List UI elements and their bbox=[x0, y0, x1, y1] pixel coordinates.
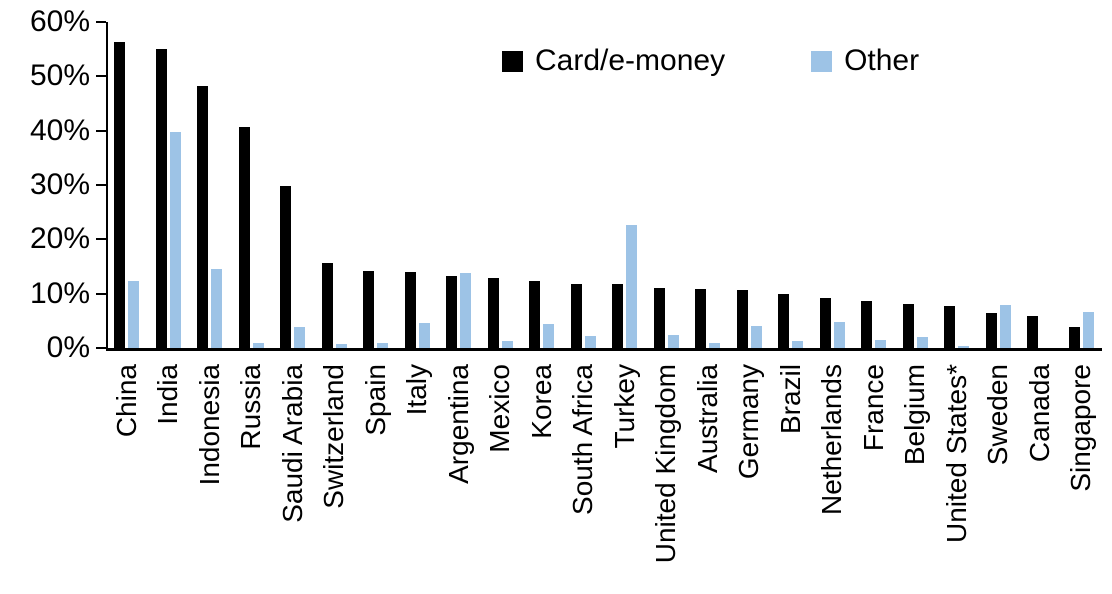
y-axis-tick bbox=[96, 293, 106, 295]
bar-card-e-money-united-kingdom bbox=[654, 288, 665, 348]
bar-card-e-money-france bbox=[861, 301, 872, 348]
bar-other-united-kingdom bbox=[668, 335, 679, 348]
bar-other-brazil bbox=[792, 341, 803, 348]
x-category-label-singapore: Singapore bbox=[1065, 364, 1096, 492]
x-category-label-saudi-arabia: Saudi Arabia bbox=[277, 364, 308, 523]
bar-other-argentina bbox=[460, 273, 471, 348]
y-axis-tick bbox=[96, 21, 106, 23]
x-category-label-mexico: Mexico bbox=[484, 364, 515, 453]
y-axis-tick-label: 40% bbox=[29, 114, 90, 147]
bar-other-italy bbox=[419, 323, 430, 348]
x-category-label-south-africa: South Africa bbox=[567, 364, 598, 515]
bar-card-e-money-switzerland bbox=[322, 263, 333, 348]
bar-card-e-money-australia bbox=[695, 289, 706, 348]
y-axis-tick bbox=[96, 184, 106, 186]
x-category-label-canada: Canada bbox=[1024, 364, 1055, 463]
bar-other-india bbox=[170, 132, 181, 348]
bar-card-e-money-saudi-arabia bbox=[280, 186, 291, 348]
bar-card-e-money-sweden bbox=[986, 313, 997, 348]
x-category-label-switzerland: Switzerland bbox=[318, 364, 349, 509]
bar-other-mexico bbox=[502, 341, 513, 348]
y-axis-tick bbox=[96, 347, 106, 349]
x-category-label-china: China bbox=[111, 364, 142, 438]
bar-other-saudi-arabia bbox=[294, 327, 305, 348]
legend-label-other: Other bbox=[844, 44, 920, 77]
bar-other-russia bbox=[253, 343, 264, 348]
legend-label-card-e-money: Card/e-money bbox=[535, 44, 726, 77]
bar-other-sweden bbox=[1000, 305, 1011, 348]
x-category-label-spain: Spain bbox=[360, 364, 391, 436]
bar-card-e-money-netherlands bbox=[820, 298, 831, 348]
x-category-label-brazil: Brazil bbox=[775, 364, 806, 435]
bar-card-e-money-germany bbox=[737, 290, 748, 348]
y-axis-tick bbox=[96, 75, 106, 77]
bar-card-e-money-india bbox=[156, 49, 167, 348]
bar-card-e-money-indonesia bbox=[197, 86, 208, 348]
bar-card-e-money-china bbox=[114, 42, 125, 348]
y-axis-tick bbox=[96, 238, 106, 240]
bar-other-france bbox=[875, 340, 886, 348]
x-category-label-indonesia: Indonesia bbox=[194, 364, 225, 486]
bar-other-germany bbox=[751, 326, 762, 348]
bar-card-e-money-turkey bbox=[612, 284, 623, 348]
bar-other-united-states bbox=[958, 346, 969, 348]
bar-other-switzerland bbox=[336, 344, 347, 348]
bar-other-singapore bbox=[1083, 312, 1094, 348]
x-category-label-turkey: Turkey bbox=[609, 364, 640, 449]
x-category-label-france: France bbox=[858, 364, 889, 452]
x-category-label-netherlands: Netherlands bbox=[816, 364, 847, 515]
y-axis-tick-label: 10% bbox=[29, 277, 90, 310]
x-category-label-india: India bbox=[152, 364, 183, 425]
x-category-label-united-states: United States* bbox=[941, 364, 972, 543]
y-axis-line bbox=[106, 22, 108, 351]
x-category-label-russia: Russia bbox=[235, 364, 266, 450]
bar-other-korea bbox=[543, 324, 554, 348]
legend-item-other: Other bbox=[811, 44, 919, 78]
legend-item-card-e-money: Card/e-money bbox=[502, 44, 725, 78]
legend-swatch-other-icon bbox=[811, 50, 833, 72]
bar-other-indonesia bbox=[211, 269, 222, 348]
bar-other-belgium bbox=[917, 337, 928, 348]
x-category-label-italy: Italy bbox=[401, 364, 432, 416]
bar-other-australia bbox=[709, 343, 720, 348]
bar-card-e-money-singapore bbox=[1069, 327, 1080, 348]
y-axis-tick-label: 60% bbox=[29, 5, 90, 38]
bar-card-e-money-united-states bbox=[944, 306, 955, 348]
y-axis-tick-label: 30% bbox=[29, 168, 90, 201]
bar-other-turkey bbox=[626, 225, 637, 348]
x-category-label-belgium: Belgium bbox=[899, 364, 930, 466]
bar-other-netherlands bbox=[834, 322, 845, 348]
bar-card-e-money-mexico bbox=[488, 278, 499, 348]
bar-other-china bbox=[128, 281, 139, 348]
bar-card-e-money-south-africa bbox=[571, 284, 582, 348]
x-category-label-australia: Australia bbox=[692, 364, 723, 473]
bar-card-e-money-belgium bbox=[903, 304, 914, 348]
bar-card-e-money-italy bbox=[405, 272, 416, 348]
x-category-label-germany: Germany bbox=[733, 364, 764, 480]
legend-swatch-card-e-money-icon bbox=[502, 50, 523, 72]
bar-card-e-money-argentina bbox=[446, 276, 457, 348]
bar-other-spain bbox=[377, 343, 388, 348]
bar-card-e-money-brazil bbox=[778, 294, 789, 348]
x-category-label-argentina: Argentina bbox=[443, 364, 474, 484]
y-axis-tick-label: 20% bbox=[29, 222, 90, 255]
bar-card-e-money-russia bbox=[239, 127, 250, 348]
bar-card-e-money-korea bbox=[529, 281, 540, 348]
y-axis-tick-label: 50% bbox=[29, 59, 90, 92]
bar-card-e-money-spain bbox=[363, 271, 374, 348]
legend: Card/e-money Other bbox=[502, 44, 919, 78]
x-category-label-united-kingdom: United Kingdom bbox=[650, 364, 681, 564]
y-axis-tick bbox=[96, 130, 106, 132]
y-axis-tick-label: 0% bbox=[46, 331, 90, 364]
x-category-label-korea: Korea bbox=[526, 364, 557, 439]
bar-other-south-africa bbox=[585, 336, 596, 348]
x-category-label-sweden: Sweden bbox=[982, 364, 1013, 466]
x-axis-line bbox=[106, 348, 1102, 351]
bar-card-e-money-canada bbox=[1027, 316, 1038, 348]
